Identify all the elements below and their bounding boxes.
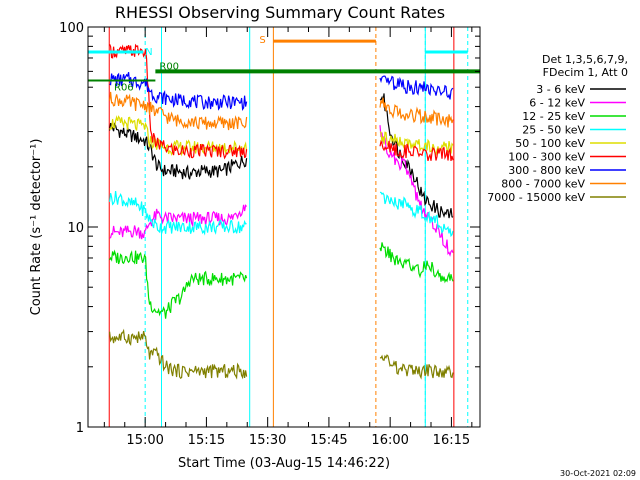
legend-label: 6 - 12 keV (529, 97, 585, 110)
x-tick-label: 15:00 (126, 433, 163, 448)
series-segment (379, 242, 454, 284)
attenuator-label: R00 (159, 61, 179, 72)
series-line (109, 191, 454, 238)
legend: Det 1,3,5,6,7,9,FDecim 1, Att 0 3 - 6 keV… (487, 53, 628, 204)
x-tick-label: 16:15 (433, 433, 470, 448)
legend-item: 800 - 7000 keV (501, 178, 626, 191)
chart-title: RHESSI Observing Summary Count Rates (115, 3, 445, 22)
legend-label: 12 - 25 keV (522, 110, 585, 123)
series-line (109, 91, 454, 131)
legend-label: 100 - 300 keV (508, 151, 585, 164)
footer-timestamp: 30-Oct-2021 02:09 (560, 469, 636, 478)
legend-item: 300 - 800 keV (508, 164, 626, 177)
series-segment (379, 97, 454, 128)
series-segment (379, 93, 454, 219)
series-segment (109, 191, 247, 236)
y-tick-label: 100 (59, 21, 84, 36)
x-axis: 15:00 15:15 15:30 15:45 16:00 16:15 (103, 27, 473, 448)
x-tick-label: 15:15 (188, 433, 225, 448)
y-axis-label: Count Rate (s⁻¹ detector⁻¹) (29, 139, 44, 316)
legend-label: 800 - 7000 keV (501, 178, 585, 191)
legend-label: 25 - 50 keV (522, 124, 585, 137)
series-segment (109, 328, 248, 380)
series-segment (379, 125, 454, 257)
series-line (109, 72, 454, 111)
legend-item: 12 - 25 keV (522, 110, 626, 123)
series-segment (379, 191, 454, 238)
legend-item: 6 - 12 keV (529, 97, 626, 110)
legend-label: 7000 - 15000 keV (487, 191, 585, 204)
y-tick-label: 10 (67, 221, 84, 236)
series-segment (109, 122, 248, 180)
series-segment (109, 72, 248, 111)
series-segment (109, 43, 248, 160)
plot-content (88, 27, 480, 427)
series-line (109, 125, 454, 257)
series-segment (379, 75, 454, 100)
legend-item: 50 - 100 keV (515, 137, 626, 150)
series-line (109, 328, 454, 380)
y-axis: 1 10 100 (59, 21, 480, 436)
x-tick-label: 15:45 (310, 433, 347, 448)
series-segment (109, 249, 248, 319)
plot-area: N S R00 R06 (88, 27, 480, 427)
saa-label: N (145, 47, 152, 58)
series-line (109, 242, 454, 319)
decimation-label: R06 (114, 83, 134, 94)
legend-item: 25 - 50 keV (522, 124, 626, 137)
series-segment (109, 204, 248, 240)
legend-item: 3 - 6 keV (536, 83, 626, 96)
series-segment (109, 91, 248, 131)
series-segment (379, 139, 454, 162)
night-label: S (259, 35, 265, 46)
y-tick-label: 1 (76, 421, 84, 436)
x-tick-label: 15:30 (249, 433, 286, 448)
legend-label: 300 - 800 keV (508, 164, 585, 177)
legend-item: 100 - 300 keV (508, 151, 626, 164)
legend-header: Det 1,3,5,6,7,9, (542, 53, 628, 66)
series-segment (379, 354, 454, 380)
legend-header: FDecim 1, Att 0 (543, 66, 628, 79)
x-tick-label: 16:00 (371, 433, 408, 448)
legend-item: 7000 - 15000 keV (487, 191, 626, 204)
series-line (109, 93, 454, 219)
series-line (109, 43, 454, 162)
x-axis-label: Start Time (03-Aug-15 14:46:22) (178, 456, 390, 471)
legend-label: 50 - 100 keV (515, 137, 585, 150)
legend-label: 3 - 6 keV (536, 83, 585, 96)
